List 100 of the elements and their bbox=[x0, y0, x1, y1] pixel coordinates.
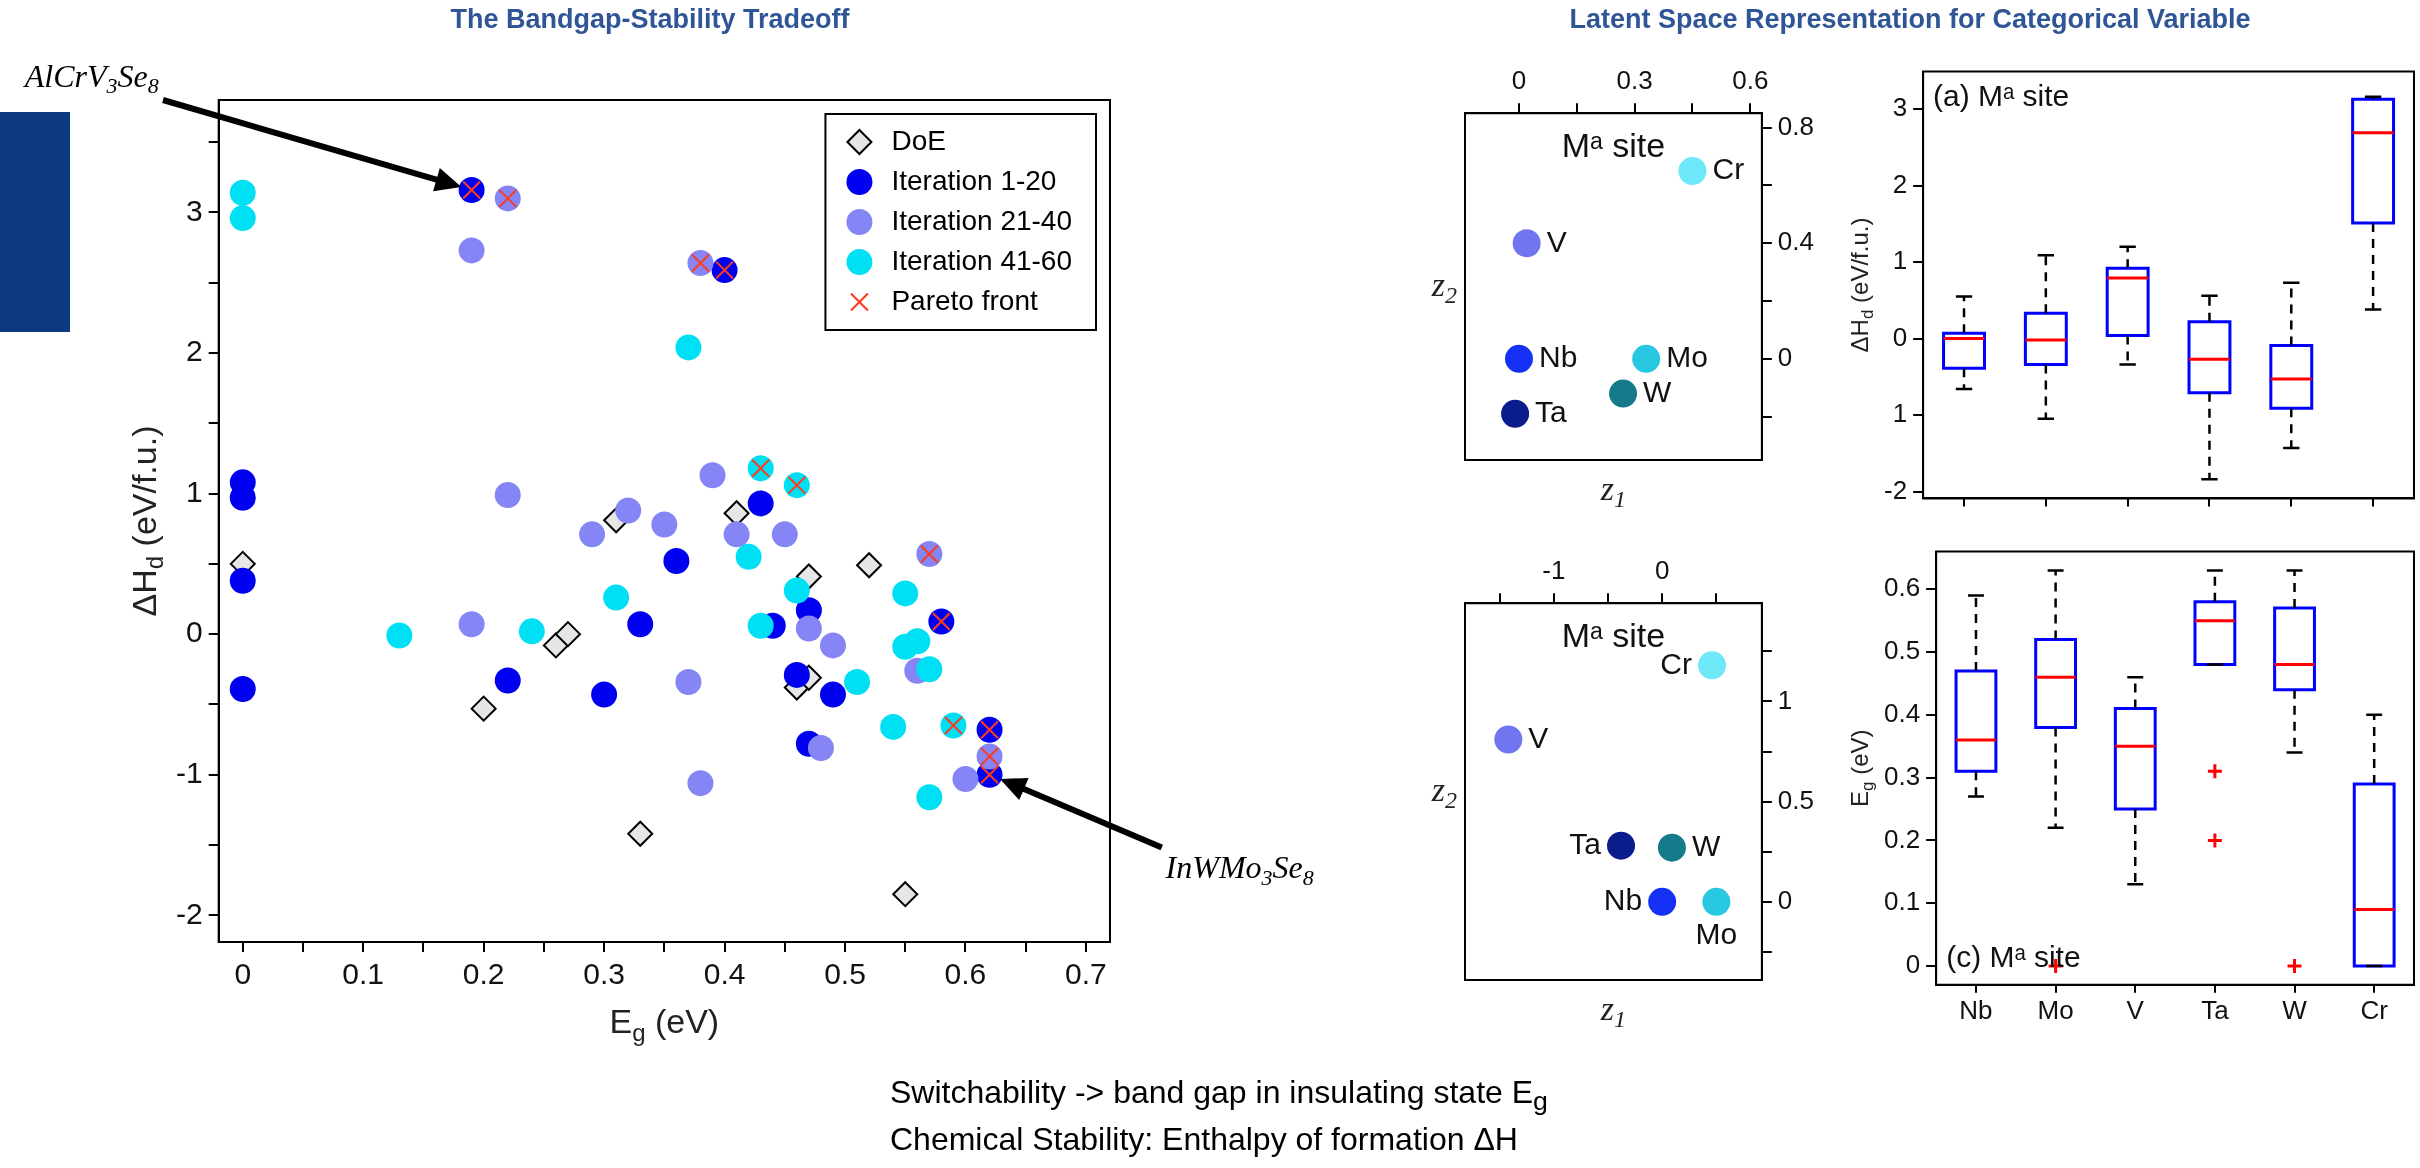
y-tick-label: 0 bbox=[1892, 321, 1908, 352]
point bbox=[1512, 229, 1541, 258]
y-tick-label: 0.4 bbox=[1777, 226, 1815, 257]
x-tick-label: 0.3 bbox=[583, 957, 625, 991]
x-tick-label: 0.5 bbox=[824, 957, 866, 991]
series-label: Nb bbox=[1603, 883, 1643, 917]
series-label: V bbox=[1546, 224, 1567, 258]
point bbox=[1678, 157, 1707, 185]
point bbox=[904, 628, 931, 655]
point bbox=[579, 521, 606, 548]
y-tick-label: 0 bbox=[1777, 885, 1793, 916]
y-tick-label: 0.3 bbox=[1883, 760, 1921, 791]
point bbox=[880, 713, 907, 740]
x-tick-label: Nb bbox=[1959, 994, 1993, 1025]
point bbox=[819, 632, 846, 659]
point bbox=[795, 615, 822, 642]
y-tick-label: 2 bbox=[1892, 168, 1908, 199]
y-tick-label: -2 bbox=[175, 896, 203, 930]
y-tick-label: 1 bbox=[1892, 245, 1908, 276]
point bbox=[1702, 887, 1731, 916]
series-label: Cr bbox=[1712, 152, 1745, 186]
legend-label: Iteration 1-20 bbox=[891, 164, 1057, 196]
point bbox=[591, 681, 618, 708]
y-tick-label: 3 bbox=[1892, 92, 1908, 123]
y-tick-label: 1 bbox=[1892, 398, 1908, 429]
x-tick-label: 0.2 bbox=[462, 957, 505, 991]
point bbox=[735, 543, 762, 570]
x-tick-label: 0.6 bbox=[1732, 64, 1769, 95]
point bbox=[807, 735, 834, 762]
y-tick-label: 0.5 bbox=[1777, 784, 1815, 815]
legend-label: DoE bbox=[891, 124, 946, 156]
point bbox=[747, 490, 774, 517]
x-tick-label: W bbox=[2282, 994, 2308, 1025]
point bbox=[1494, 725, 1523, 754]
y-tick-label: 2 bbox=[185, 334, 203, 368]
series-label: V bbox=[1528, 720, 1549, 754]
y-axis-title: Eg (eV) bbox=[1845, 729, 1878, 807]
point bbox=[952, 765, 979, 792]
point bbox=[916, 656, 943, 683]
y-axis-title: ΔHd (eV/f.u.) bbox=[124, 425, 169, 617]
point bbox=[627, 820, 654, 847]
point bbox=[687, 770, 714, 797]
point bbox=[229, 179, 256, 206]
point bbox=[458, 611, 485, 638]
point bbox=[458, 237, 485, 264]
point bbox=[783, 577, 810, 604]
point bbox=[723, 521, 750, 548]
point bbox=[916, 784, 943, 811]
x-tick-label: 0.1 bbox=[342, 957, 385, 991]
point bbox=[892, 580, 919, 607]
series-label: W bbox=[1643, 374, 1673, 408]
series-label: Ta bbox=[1535, 395, 1568, 429]
y-tick-label: -1 bbox=[175, 755, 203, 789]
y-tick-label: 0.2 bbox=[1883, 823, 1921, 854]
point bbox=[819, 681, 846, 708]
point bbox=[470, 695, 497, 722]
point bbox=[1504, 344, 1533, 373]
point bbox=[554, 621, 581, 648]
point bbox=[675, 668, 702, 695]
legend-label: Iteration 41-60 bbox=[891, 244, 1073, 276]
legend-label: Pareto front bbox=[891, 284, 1038, 316]
y-tick-label: 0 bbox=[185, 615, 203, 649]
x-tick-label: Ta bbox=[2201, 994, 2230, 1025]
x-tick-label: 0.3 bbox=[1616, 64, 1653, 95]
point bbox=[518, 618, 545, 645]
series-label: Nb bbox=[1538, 340, 1578, 374]
text: Chemical Stability: Enthalpy of formation ΔH bbox=[890, 1119, 1519, 1159]
point bbox=[844, 668, 871, 695]
point bbox=[627, 611, 654, 638]
y-tick-label: 1 bbox=[185, 474, 203, 508]
point bbox=[663, 548, 690, 575]
y-tick-label: 0.8 bbox=[1777, 110, 1815, 141]
point bbox=[1632, 344, 1661, 373]
y-axis-title: ΔHd (eV/f.u.) bbox=[1845, 217, 1878, 353]
point bbox=[615, 497, 642, 524]
point bbox=[1648, 887, 1677, 916]
series-label: W bbox=[1691, 828, 1721, 862]
x-tick-label: 0.7 bbox=[1065, 957, 1107, 991]
y-tick-label: 0.5 bbox=[1883, 635, 1921, 666]
point bbox=[892, 881, 919, 908]
point bbox=[783, 661, 810, 688]
point bbox=[1657, 833, 1686, 862]
point bbox=[603, 584, 630, 611]
point bbox=[1607, 831, 1636, 860]
point bbox=[856, 552, 883, 579]
x-tick-label: 0 bbox=[234, 957, 252, 991]
x-tick-label: 0.4 bbox=[703, 957, 746, 991]
point bbox=[1501, 399, 1530, 428]
legend-label: Iteration 21-40 bbox=[891, 204, 1073, 236]
point bbox=[494, 667, 521, 694]
y-tick-label: 0.1 bbox=[1883, 886, 1921, 917]
x-tick-label: V bbox=[2126, 994, 2145, 1025]
annotation: Mᵃ site bbox=[1561, 125, 1666, 164]
text: Latent Space Representation for Categorical Variable bbox=[1568, 4, 2252, 35]
x-tick-label: Mo bbox=[2037, 994, 2074, 1025]
point bbox=[651, 511, 678, 538]
y-tick-label: -2 bbox=[1883, 474, 1908, 505]
x-tick-label: 0.6 bbox=[944, 957, 987, 991]
y-tick-label: 3 bbox=[185, 193, 203, 227]
y-tick-label: 0 bbox=[1777, 342, 1793, 373]
